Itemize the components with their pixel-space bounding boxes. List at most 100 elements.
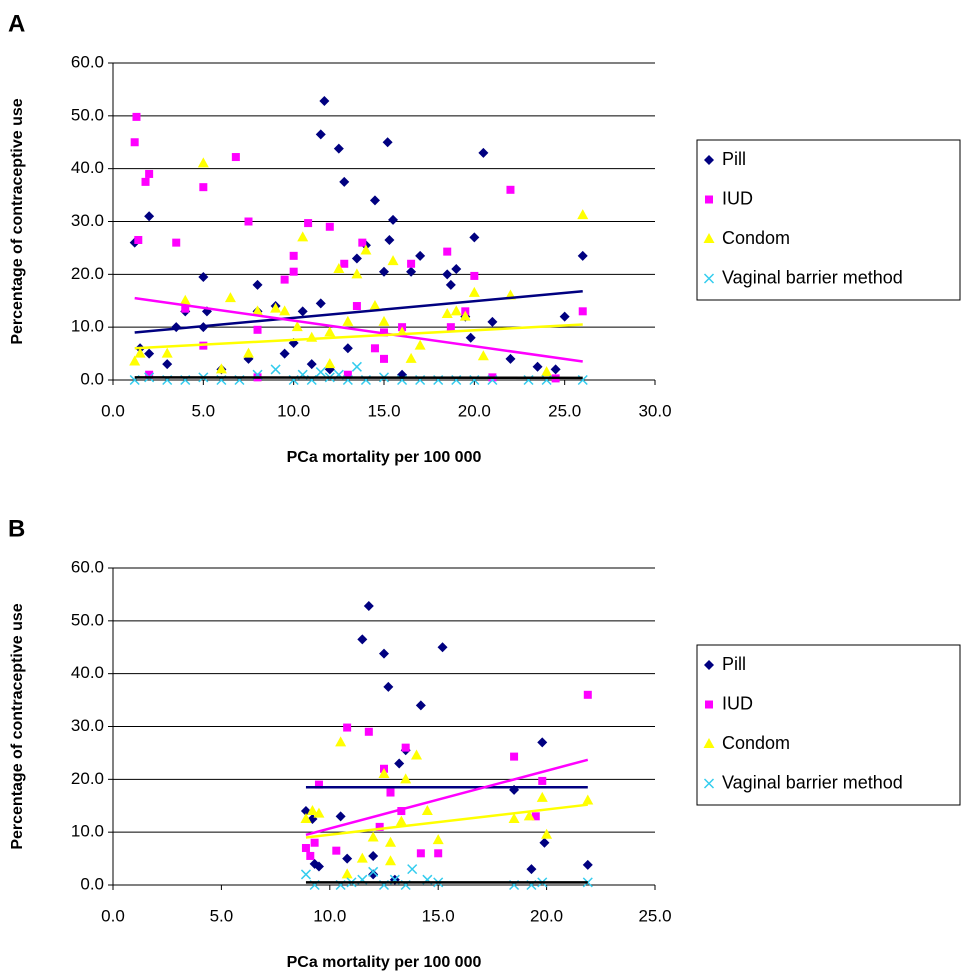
point xyxy=(385,855,397,866)
point xyxy=(315,367,326,378)
legend-marker xyxy=(704,660,714,670)
point xyxy=(215,363,227,374)
point xyxy=(145,169,154,178)
point xyxy=(132,112,141,121)
point xyxy=(378,768,390,779)
point xyxy=(526,864,537,875)
point xyxy=(280,275,289,284)
point xyxy=(407,259,416,268)
y-tick-label: 20.0 xyxy=(71,264,104,283)
point xyxy=(314,780,323,789)
point xyxy=(319,96,330,107)
point xyxy=(324,326,336,337)
trend-line xyxy=(305,758,589,837)
legend-label: Pill xyxy=(722,654,746,674)
point xyxy=(523,810,535,821)
trend-line xyxy=(134,323,583,350)
point xyxy=(421,805,433,816)
point xyxy=(538,776,547,785)
legend-label: Condom xyxy=(722,733,790,753)
point xyxy=(415,250,426,261)
point xyxy=(411,749,423,760)
point xyxy=(197,157,209,168)
point xyxy=(383,681,394,692)
point xyxy=(532,361,543,372)
point xyxy=(508,812,520,823)
point xyxy=(315,129,326,140)
point xyxy=(470,271,479,280)
point xyxy=(252,305,264,316)
point xyxy=(358,238,367,247)
point xyxy=(370,344,379,353)
point xyxy=(301,844,310,853)
x-tick-label: 25.0 xyxy=(548,401,581,420)
point xyxy=(378,315,390,326)
point xyxy=(506,185,515,194)
y-tick-label: 30.0 xyxy=(71,716,104,735)
point xyxy=(441,307,453,318)
point xyxy=(325,222,334,231)
trend-line xyxy=(134,296,583,363)
point xyxy=(505,353,516,364)
point xyxy=(300,812,312,823)
x-tick-label: 0.0 xyxy=(101,401,125,420)
legend-label: IUD xyxy=(722,693,753,713)
point xyxy=(333,263,345,274)
point xyxy=(199,183,208,192)
point xyxy=(477,350,489,361)
point xyxy=(270,302,282,313)
point xyxy=(335,811,346,822)
point xyxy=(270,364,281,375)
legend-marker xyxy=(705,195,713,204)
point xyxy=(343,370,352,379)
point xyxy=(559,311,570,322)
point xyxy=(300,869,311,880)
point xyxy=(367,831,379,842)
point xyxy=(442,269,453,280)
x-tick-label: 30.0 xyxy=(638,401,671,420)
point xyxy=(333,143,344,154)
x-axis-title: PCa mortality per 100 000 xyxy=(287,954,482,971)
panel-label: A xyxy=(8,10,25,37)
x-tick-label: 15.0 xyxy=(422,906,455,925)
point xyxy=(379,266,389,277)
legend-marker xyxy=(705,700,713,709)
point xyxy=(134,347,146,358)
point xyxy=(415,700,426,711)
point xyxy=(243,347,254,358)
point xyxy=(382,137,393,148)
x-tick-label: 0.0 xyxy=(101,906,125,925)
point xyxy=(531,812,540,821)
legend-label: Vaginal barrier method xyxy=(722,267,903,287)
point xyxy=(537,737,548,748)
point xyxy=(577,209,589,220)
point xyxy=(395,815,407,826)
point xyxy=(313,807,325,818)
point xyxy=(313,861,324,872)
point xyxy=(582,859,593,870)
point xyxy=(335,736,347,747)
y-tick-label: 0.0 xyxy=(80,874,104,893)
x-tick-label: 10.0 xyxy=(277,401,310,420)
y-axis-title: Percentage of contraceptive use xyxy=(9,603,26,849)
point xyxy=(304,219,313,228)
point xyxy=(539,837,550,848)
point xyxy=(368,866,379,877)
y-tick-label: 10.0 xyxy=(71,822,104,841)
point xyxy=(385,836,397,847)
point xyxy=(324,358,336,369)
point xyxy=(339,176,350,187)
point xyxy=(445,279,456,290)
point xyxy=(510,752,519,761)
point xyxy=(443,247,452,256)
point xyxy=(583,690,592,699)
point xyxy=(446,323,455,332)
x-tick-label: 5.0 xyxy=(192,401,216,420)
point xyxy=(550,364,561,375)
point xyxy=(198,271,209,282)
point xyxy=(468,286,480,297)
point xyxy=(144,211,155,222)
point xyxy=(414,339,426,350)
y-tick-label: 30.0 xyxy=(71,211,104,230)
